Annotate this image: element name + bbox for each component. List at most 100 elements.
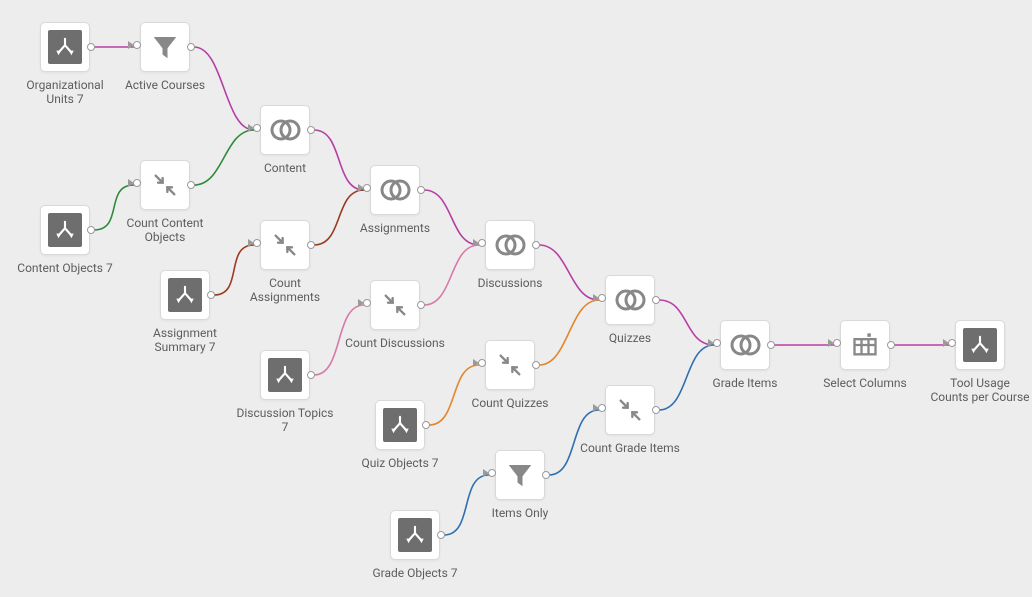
input-port[interactable] xyxy=(488,469,496,477)
node-content_objects[interactable]: Content Objects 7 xyxy=(40,205,90,275)
output-port[interactable] xyxy=(652,296,660,304)
node-box[interactable] xyxy=(260,350,310,400)
node-count_assign[interactable]: Count Assignments xyxy=(260,220,310,304)
fork-down-icon xyxy=(48,30,82,64)
node-items_only[interactable]: Items Only xyxy=(495,450,545,520)
venn-icon xyxy=(378,173,412,207)
arrows-in-icon xyxy=(268,228,302,262)
node-box[interactable] xyxy=(390,510,440,560)
node-org_units[interactable]: Organizational Units 7 xyxy=(40,22,90,106)
node-assign_join[interactable]: Assignments xyxy=(370,165,420,235)
venn-icon xyxy=(613,283,647,317)
node-content_join[interactable]: Content xyxy=(260,105,310,175)
node-box[interactable] xyxy=(495,450,545,500)
node-box[interactable] xyxy=(605,275,655,325)
input-port[interactable] xyxy=(253,124,261,132)
node-grade_items_join[interactable]: Grade Items xyxy=(720,320,770,390)
output-port[interactable] xyxy=(307,126,315,134)
input-port[interactable] xyxy=(948,339,956,347)
input-port[interactable] xyxy=(363,184,371,192)
input-port[interactable] xyxy=(833,339,841,347)
node-disc_join[interactable]: Discussions xyxy=(485,220,535,290)
node-box[interactable] xyxy=(140,160,190,210)
node-box[interactable] xyxy=(485,340,535,390)
output-port[interactable] xyxy=(887,341,895,349)
node-box[interactable] xyxy=(260,105,310,155)
node-label: Active Courses xyxy=(115,78,215,92)
input-port[interactable] xyxy=(478,239,486,247)
venn-icon xyxy=(728,328,762,362)
arrows-in-icon xyxy=(378,288,412,322)
node-count_grade[interactable]: Count Grade Items xyxy=(605,385,655,455)
node-box[interactable] xyxy=(40,22,90,72)
node-box[interactable] xyxy=(140,22,190,72)
node-grade_objects[interactable]: Grade Objects 7 xyxy=(390,510,440,580)
node-label: Grade Objects 7 xyxy=(365,566,465,580)
output-port[interactable] xyxy=(532,361,540,369)
input-port[interactable] xyxy=(598,294,606,302)
node-disc_topics[interactable]: Discussion Topics 7 xyxy=(260,350,310,434)
output-port[interactable] xyxy=(417,186,425,194)
node-label: Grade Items xyxy=(695,376,795,390)
node-count_content[interactable]: Count Content Objects xyxy=(140,160,190,244)
node-active_courses[interactable]: Active Courses xyxy=(140,22,190,92)
venn-icon xyxy=(268,113,302,147)
edge-count_content-to-content_join xyxy=(194,130,254,185)
fork-down-icon xyxy=(48,213,82,247)
input-port[interactable] xyxy=(713,339,721,347)
node-label: Quiz Objects 7 xyxy=(350,456,450,470)
node-label: Count Content Objects xyxy=(115,216,215,244)
node-box[interactable] xyxy=(485,220,535,270)
node-count_disc[interactable]: Count Discussions xyxy=(370,280,420,350)
node-label: Organizational Units 7 xyxy=(15,78,115,106)
node-box[interactable] xyxy=(370,165,420,215)
output-port[interactable] xyxy=(187,43,195,51)
node-label: Count Quizzes xyxy=(460,396,560,410)
node-quizzes_join[interactable]: Quizzes xyxy=(605,275,655,345)
node-box[interactable] xyxy=(40,205,90,255)
node-box[interactable] xyxy=(840,320,890,370)
node-label: Discussions xyxy=(460,276,560,290)
node-box[interactable] xyxy=(370,280,420,330)
node-box[interactable] xyxy=(955,320,1005,370)
arrows-in-icon xyxy=(613,393,647,427)
node-label: Select Columns xyxy=(815,376,915,390)
node-label: Assignments xyxy=(345,221,445,235)
input-port[interactable] xyxy=(133,179,141,187)
output-port[interactable] xyxy=(87,226,95,234)
workflow-canvas[interactable]: Organizational Units 7 Active Courses Co… xyxy=(0,0,1032,597)
node-count_quizzes[interactable]: Count Quizzes xyxy=(485,340,535,410)
output-port[interactable] xyxy=(417,301,425,309)
node-select_cols[interactable]: Select Columns xyxy=(840,320,890,390)
node-box[interactable] xyxy=(160,270,210,320)
output-port[interactable] xyxy=(87,43,95,51)
output-port[interactable] xyxy=(422,421,430,429)
output-port[interactable] xyxy=(767,341,775,349)
output-port[interactable] xyxy=(207,291,215,299)
output-port[interactable] xyxy=(437,531,445,539)
funnel-icon xyxy=(503,458,537,492)
arrows-in-icon xyxy=(148,168,182,202)
node-box[interactable] xyxy=(605,385,655,435)
node-label: Count Discussions xyxy=(345,336,445,350)
output-port[interactable] xyxy=(542,471,550,479)
node-output[interactable]: Tool Usage Counts per Course xyxy=(955,320,1005,404)
node-box[interactable] xyxy=(720,320,770,370)
node-label: Assignment Summary 7 xyxy=(135,326,235,354)
edge-grade_objects-to-items_only xyxy=(444,475,489,535)
fork-down-icon xyxy=(398,518,432,552)
output-port[interactable] xyxy=(652,406,660,414)
output-port[interactable] xyxy=(307,371,315,379)
node-quiz_objects[interactable]: Quiz Objects 7 xyxy=(375,400,425,470)
input-port[interactable] xyxy=(598,404,606,412)
output-port[interactable] xyxy=(307,241,315,249)
output-port[interactable] xyxy=(532,241,540,249)
input-port[interactable] xyxy=(363,299,371,307)
input-port[interactable] xyxy=(253,239,261,247)
output-port[interactable] xyxy=(187,181,195,189)
node-box[interactable] xyxy=(375,400,425,450)
input-port[interactable] xyxy=(478,359,486,367)
node-box[interactable] xyxy=(260,220,310,270)
input-port[interactable] xyxy=(133,41,141,49)
node-assign_summary[interactable]: Assignment Summary 7 xyxy=(160,270,210,354)
